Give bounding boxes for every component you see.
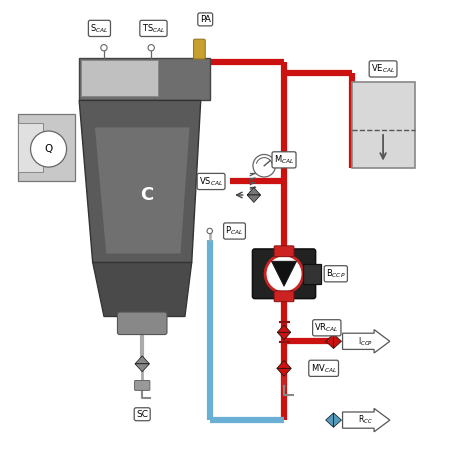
Circle shape xyxy=(30,131,67,167)
Circle shape xyxy=(207,228,212,234)
Polygon shape xyxy=(325,334,333,348)
Polygon shape xyxy=(79,101,200,263)
Polygon shape xyxy=(92,263,191,317)
Polygon shape xyxy=(342,330,389,353)
FancyBboxPatch shape xyxy=(274,246,293,257)
Text: P$_{CAL}$: P$_{CAL}$ xyxy=(225,225,243,237)
Text: VE$_{CAL}$: VE$_{CAL}$ xyxy=(370,63,394,75)
Text: SC: SC xyxy=(136,410,148,419)
Circle shape xyxy=(264,255,302,293)
FancyBboxPatch shape xyxy=(351,82,414,168)
Circle shape xyxy=(148,44,154,51)
Polygon shape xyxy=(277,325,290,333)
FancyBboxPatch shape xyxy=(134,381,150,390)
Text: R$_{CC}$: R$_{CC}$ xyxy=(357,414,372,426)
Polygon shape xyxy=(134,364,149,372)
Text: TS$_{CAL}$: TS$_{CAL}$ xyxy=(141,22,165,34)
Text: S$_{CAL}$: S$_{CAL}$ xyxy=(90,22,108,34)
FancyBboxPatch shape xyxy=(193,39,205,59)
Polygon shape xyxy=(79,58,209,101)
Polygon shape xyxy=(276,361,291,368)
FancyBboxPatch shape xyxy=(117,312,167,335)
Text: C: C xyxy=(140,186,153,204)
Polygon shape xyxy=(134,356,149,364)
Polygon shape xyxy=(333,334,341,348)
Text: VR$_{CAL}$: VR$_{CAL}$ xyxy=(314,322,338,334)
Polygon shape xyxy=(325,413,333,427)
Polygon shape xyxy=(80,60,157,96)
Polygon shape xyxy=(18,114,74,182)
FancyBboxPatch shape xyxy=(302,264,320,284)
Text: B$_{CCP}$: B$_{CCP}$ xyxy=(325,268,345,280)
Polygon shape xyxy=(246,195,260,202)
Text: M$_{CAL}$: M$_{CAL}$ xyxy=(273,154,294,166)
Polygon shape xyxy=(246,188,260,195)
FancyBboxPatch shape xyxy=(274,291,293,302)
Text: I$_{CCP}$: I$_{CCP}$ xyxy=(357,335,372,347)
Text: Q: Q xyxy=(45,144,53,154)
Polygon shape xyxy=(277,333,290,340)
Polygon shape xyxy=(271,261,296,286)
Text: PA: PA xyxy=(199,15,210,24)
Polygon shape xyxy=(342,409,389,432)
Text: MV$_{CAL}$: MV$_{CAL}$ xyxy=(310,362,336,375)
Circle shape xyxy=(101,44,107,51)
Circle shape xyxy=(252,154,275,177)
Polygon shape xyxy=(95,127,189,254)
Polygon shape xyxy=(18,123,43,173)
Polygon shape xyxy=(333,413,341,427)
Polygon shape xyxy=(276,368,291,376)
Text: VS$_{CAL}$: VS$_{CAL}$ xyxy=(199,175,223,188)
FancyBboxPatch shape xyxy=(252,249,315,299)
